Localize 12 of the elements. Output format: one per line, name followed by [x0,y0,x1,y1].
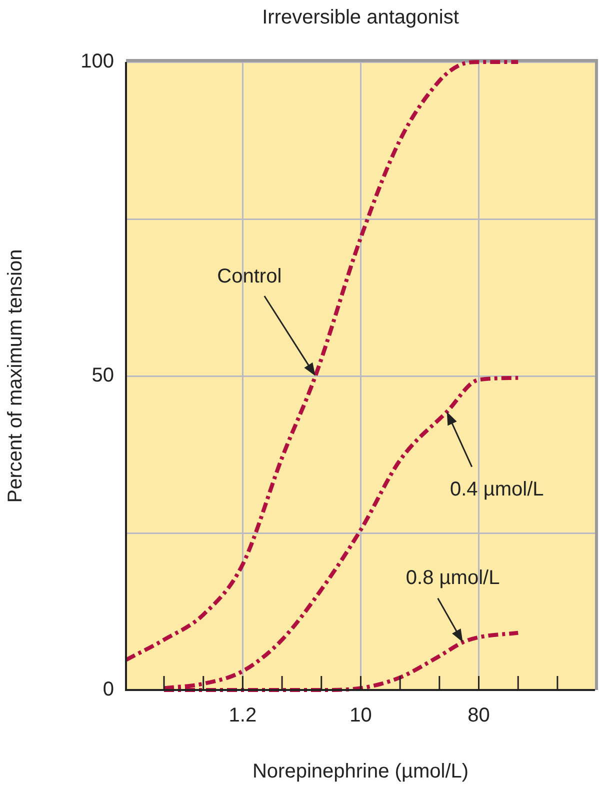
annotation: 0.8 µmol/L [406,566,500,589]
y-tick-label: 50 [92,364,114,387]
y-tick-label: 0 [102,678,114,701]
y-tick-label: 100 [80,50,114,73]
x-axis-title: Norepinephrine (µmol/L) [252,760,469,783]
x-tick-label: 10 [350,704,372,727]
annotation: 0.4 µmol/L [450,478,544,500]
chart-title: Irreversible antagonist [262,6,460,29]
annotation: Control [217,266,282,288]
x-tick-label: 80 [468,704,490,727]
y-axis-title: Percent of maximum tension [4,249,27,503]
x-tick-label: 1.2 [228,704,257,727]
